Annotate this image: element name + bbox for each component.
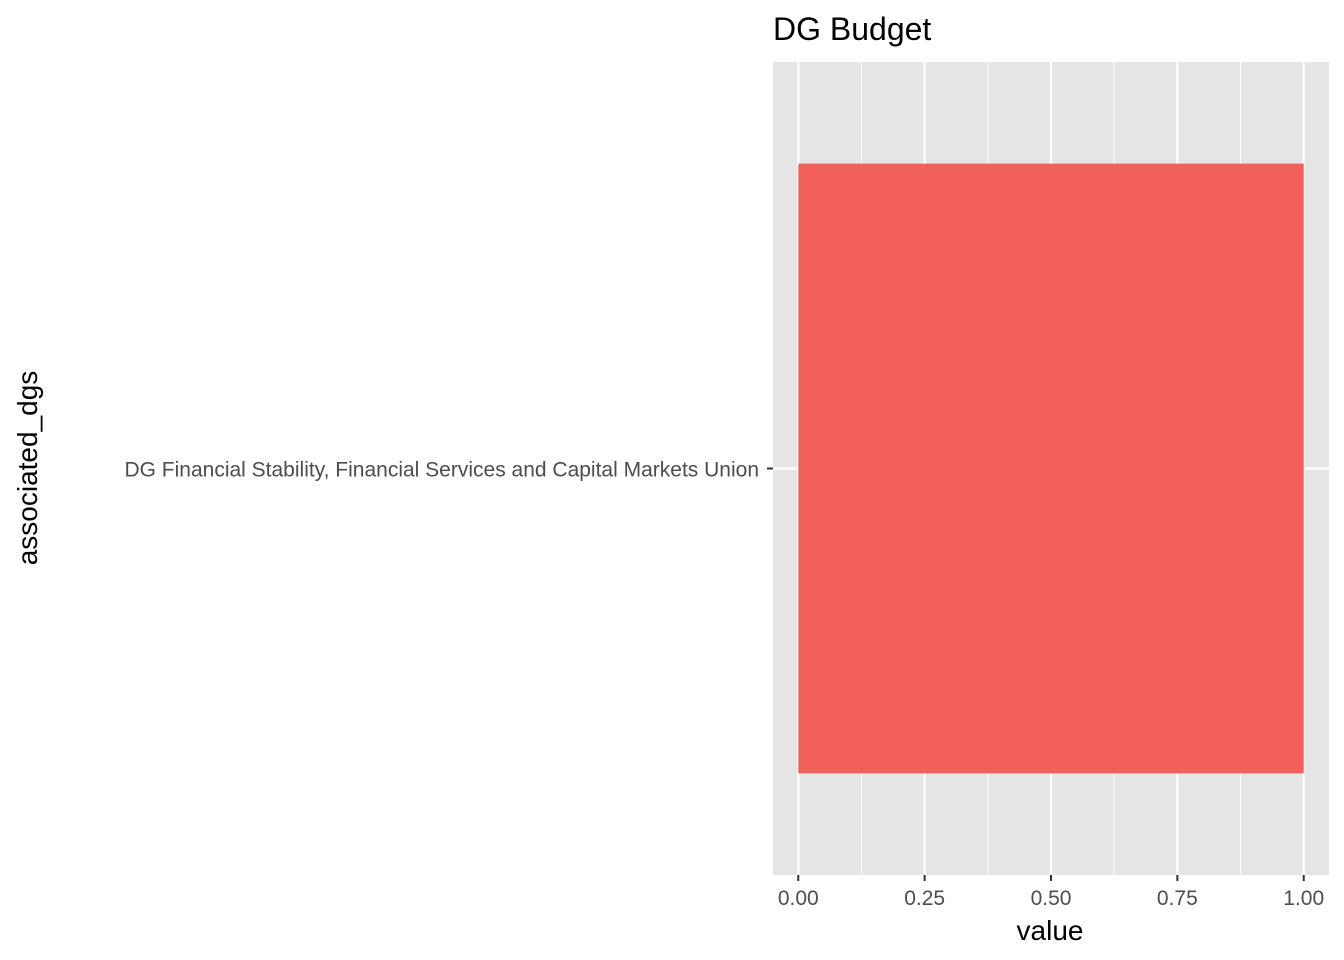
chart-title: DG Budget (773, 11, 931, 47)
bar (798, 163, 1304, 774)
x-tick-label: 0.75 (1157, 887, 1198, 910)
x-tick-label: 0.50 (1031, 887, 1072, 910)
x-tick-label: 0.25 (904, 887, 945, 910)
y-axis-ticks: DG Financial Stability, Financial Servic… (124, 459, 773, 482)
y-tick-label: DG Financial Stability, Financial Servic… (124, 459, 759, 482)
bars (798, 163, 1304, 774)
x-axis-ticks: 0.00 0.25 0.50 0.75 1.00 (778, 875, 1324, 910)
x-tick-label: 1.00 (1283, 887, 1324, 910)
x-tick-label: 0.00 (778, 887, 819, 910)
y-axis-title: associated_dgs (12, 371, 43, 566)
x-axis-title: value (1017, 915, 1084, 946)
